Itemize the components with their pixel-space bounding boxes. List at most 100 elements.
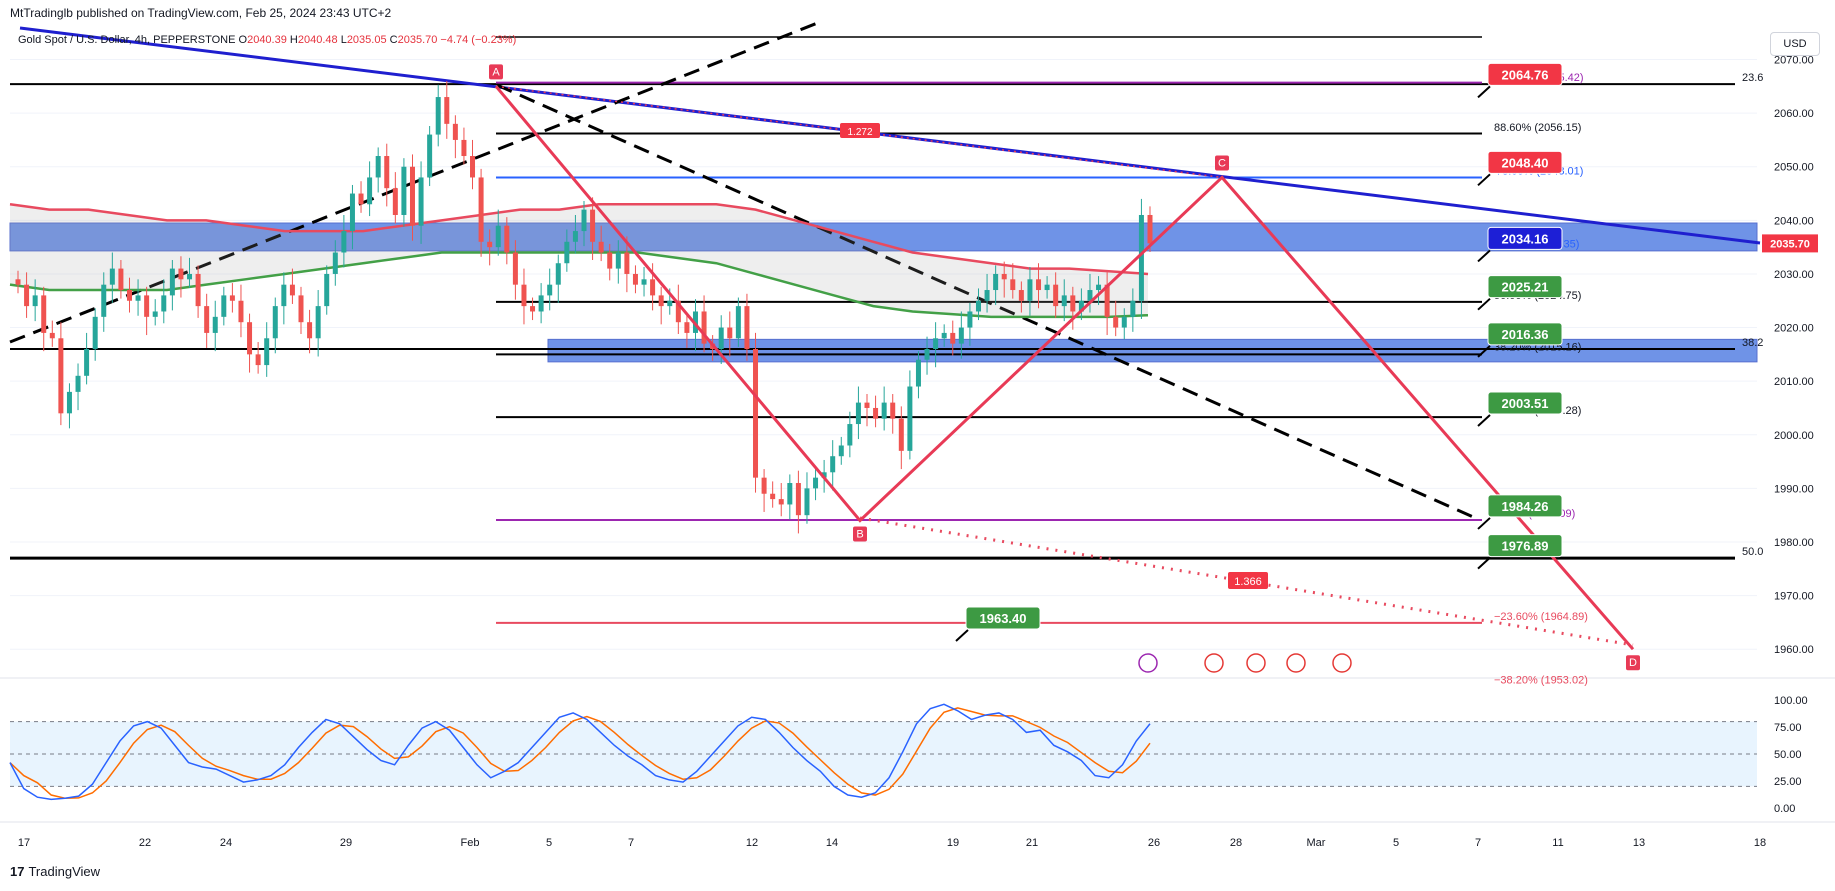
candle-body: [418, 177, 424, 226]
candle-body: [1053, 284, 1059, 307]
candle-body: [547, 284, 553, 296]
osc-tick-label: 25.00: [1774, 776, 1802, 788]
x-tick-label: 19: [947, 837, 959, 849]
candle-body: [358, 193, 364, 205]
y-tick-label: 1980.00: [1774, 537, 1814, 549]
x-tick-label: 17: [18, 837, 30, 849]
price-tag-label: 2025.21: [1502, 280, 1549, 295]
price-tag-label: 2034.16: [1502, 231, 1549, 246]
candle-body: [632, 273, 638, 285]
x-tick-label: 21: [1026, 837, 1038, 849]
candle-body: [324, 273, 330, 307]
tradingview-logo-icon: 17: [10, 864, 25, 879]
price-tag: [1487, 322, 1563, 346]
candle-body: [1087, 290, 1093, 301]
ratio-badge: [1228, 572, 1268, 589]
candle-body: [401, 166, 407, 215]
x-tick-label: 7: [628, 837, 634, 849]
level-label: −38.20% (1953.02): [1494, 675, 1588, 687]
stochastic-pane: 100.00 75.00 50.00 25.00 0.00: [9, 695, 1808, 815]
x-tick-label: Feb: [461, 837, 480, 849]
ohlc-high-label: H: [289, 34, 298, 46]
ac-dotted: [495, 85, 1223, 179]
x-tick-label: 26: [1148, 837, 1160, 849]
blue-zone-lower: [547, 338, 1758, 363]
candle-body: [864, 402, 870, 408]
candle-body: [178, 268, 184, 280]
candle-body: [1036, 279, 1042, 291]
currency-button[interactable]: USD: [1770, 32, 1820, 56]
y-tick-label: 1990.00: [1774, 483, 1814, 495]
candle-body: [624, 252, 630, 274]
candle-body: [315, 306, 321, 339]
price-tag: [1487, 275, 1563, 299]
price-tags: 2064.76 2048.40 2034.16 2025.21 2016.36 2003.…: [955, 62, 1563, 642]
pattern-point-b: [853, 526, 867, 542]
candle-body: [813, 477, 819, 489]
candle-body: [247, 322, 253, 355]
ratio-badge: [840, 123, 880, 138]
candle-body: [1018, 290, 1024, 301]
candle-body: [349, 193, 355, 232]
candle-body: [847, 424, 853, 446]
price-tag-label: 2016.36: [1502, 327, 1549, 342]
candle-body: [427, 134, 433, 178]
candle-body: [452, 123, 458, 140]
y-tick-label: 2050.00: [1774, 162, 1814, 174]
price-tag: [1487, 391, 1563, 415]
candle-body: [641, 279, 647, 285]
candle-body: [650, 279, 656, 296]
candle-body: [787, 483, 793, 505]
level-label: 23.6: [1742, 72, 1763, 84]
candle-body: [281, 284, 287, 307]
candle-body: [238, 300, 244, 323]
candles: [15, 80, 1153, 534]
candle-body: [92, 316, 98, 349]
candle-body: [118, 268, 124, 291]
candle-body: [873, 407, 879, 419]
tradingview-brand[interactable]: 17 TradingView: [10, 864, 100, 879]
candle-body: [761, 477, 767, 494]
level-label: 38.2: [1742, 337, 1763, 349]
ohlc-low: 2035.05: [346, 34, 387, 46]
x-tick-label: 5: [1393, 837, 1399, 849]
candle-body: [135, 295, 141, 301]
candle-body: [367, 177, 373, 205]
candle-body: [941, 332, 947, 339]
candle-body: [307, 322, 313, 339]
pattern-label: D: [1629, 657, 1637, 669]
publisher-line: MtTradinglb published on TradingView.com…: [10, 6, 392, 20]
dashed-trendline: [9, 20, 821, 344]
candle-body: [555, 263, 561, 285]
candle-body: [778, 499, 784, 505]
price-tag: [1487, 534, 1563, 558]
symbol-line: Gold Spot / U.S. Dollar, 4h, PEPPERSTONE…: [18, 34, 516, 46]
x-tick-label: Mar: [1307, 837, 1326, 849]
candle-body: [41, 295, 47, 333]
pattern-point-d: [1626, 655, 1640, 671]
y-tick-label: 2040.00: [1774, 215, 1814, 227]
ohlc-low-label: L: [340, 34, 347, 46]
x-tick-label: 29: [340, 837, 352, 849]
level-label: 50.0: [1742, 546, 1763, 558]
candle-body: [289, 284, 295, 296]
candle-body: [470, 156, 476, 178]
candle-body: [495, 225, 501, 248]
candle-body: [881, 402, 887, 419]
ratio-label: 1.366: [1234, 576, 1262, 588]
candle-body: [409, 166, 415, 226]
symbol-name: Gold Spot / U.S. Dollar, 4h, PEPPERSTONE: [18, 34, 236, 46]
candle-body: [830, 456, 836, 473]
flag-icon: [1332, 653, 1352, 673]
candle-body: [821, 472, 827, 478]
candle-body: [958, 327, 964, 344]
candle-body: [144, 295, 150, 317]
pattern-point-c: [1215, 155, 1229, 171]
price-tag-label: 2048.40: [1502, 155, 1549, 170]
flag-icon: [1246, 653, 1266, 673]
candle-body: [161, 295, 167, 312]
candle-body: [264, 338, 270, 366]
stoch-k-line: [9, 703, 1151, 801]
ohlc-open: 2040.39: [247, 34, 287, 46]
